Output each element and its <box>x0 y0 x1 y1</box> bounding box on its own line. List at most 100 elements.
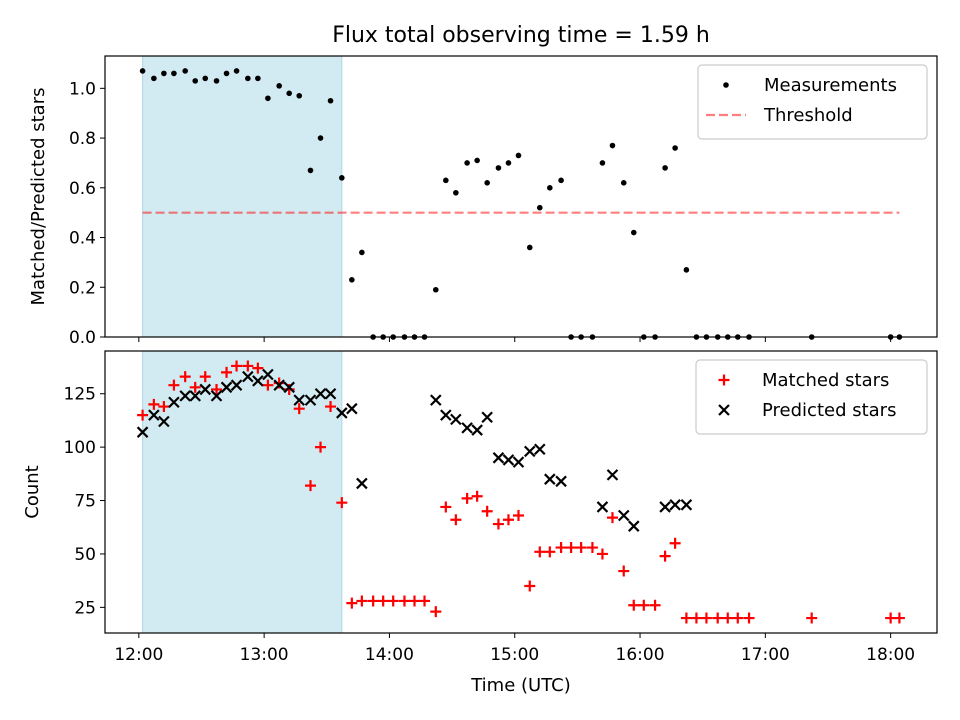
top-panel: 0.0 0.2 0.4 0.6 0.8 1.0 Matched/Predicted star… <box>28 55 938 348</box>
data-point <box>339 175 345 181</box>
data-point <box>179 371 191 383</box>
shaded-span <box>142 55 343 338</box>
data-point <box>139 68 146 74</box>
y-tick-label: 0.4 <box>69 229 96 249</box>
data-point <box>221 366 233 378</box>
data-point <box>286 90 292 97</box>
y-tick-label: 50 <box>74 545 96 565</box>
data-point <box>672 145 678 151</box>
data-point <box>732 612 744 624</box>
data-point <box>669 499 681 511</box>
data-point <box>461 422 473 434</box>
data-point <box>526 244 533 251</box>
data-point <box>199 371 211 383</box>
data-point <box>443 177 449 184</box>
data-point <box>893 612 905 624</box>
x-tick-label: 15:00 <box>490 645 539 665</box>
data-point <box>148 409 160 421</box>
data-point <box>680 612 692 624</box>
data-point <box>690 612 702 624</box>
y-tick-label: 25 <box>74 598 96 618</box>
data-point <box>536 204 543 211</box>
data-point <box>534 443 546 456</box>
data-point <box>408 595 420 607</box>
data-point <box>336 497 348 509</box>
legend-label: Predicted stars <box>762 400 896 421</box>
data-point <box>158 415 170 428</box>
data-point <box>189 381 201 393</box>
data-point <box>293 394 305 406</box>
series-predicted-stars <box>136 368 693 532</box>
data-point <box>599 160 606 166</box>
data-point <box>213 78 220 84</box>
data-point <box>512 456 525 468</box>
data-point <box>430 606 442 618</box>
legend-label: Measurements <box>764 75 897 96</box>
data-point <box>565 542 577 554</box>
data-point <box>346 402 358 415</box>
legend: Matched stars Predicted stars <box>695 359 928 435</box>
x-tick-label: 18:00 <box>866 645 915 665</box>
data-point <box>262 368 274 381</box>
data-point <box>662 165 668 171</box>
data-point <box>659 501 671 513</box>
x-tick-label: 17:00 <box>741 645 790 665</box>
data-point <box>618 565 630 577</box>
data-point <box>168 396 180 409</box>
data-point <box>189 390 201 402</box>
data-point <box>683 267 690 273</box>
y-axis-label: Matched/Predicted stars <box>28 88 49 306</box>
bottom-panel: 25 50 75 100 125 12:00 13:00 14:00 15:00 16:00 17:… <box>22 350 938 696</box>
chart-title: Flux total observing time = 1.59 h <box>332 23 710 48</box>
data-point <box>471 490 483 502</box>
legend-box <box>695 359 928 435</box>
data-point <box>481 411 493 424</box>
data-point <box>464 160 470 166</box>
data-point <box>555 542 567 554</box>
y-tick-label: 75 <box>74 492 96 512</box>
data-point <box>324 387 337 400</box>
data-point <box>136 426 149 438</box>
data-point <box>596 548 608 560</box>
data-point <box>325 401 337 413</box>
data-point <box>432 286 439 293</box>
data-point <box>609 142 616 149</box>
data-point <box>349 277 355 283</box>
y-tick-label: 1.0 <box>69 79 96 99</box>
data-point <box>293 403 305 415</box>
y-tick-label: 125 <box>64 385 96 405</box>
data-point <box>315 441 327 453</box>
data-point <box>307 167 314 174</box>
data-point <box>255 75 261 82</box>
data-point <box>606 469 619 481</box>
shaded-span <box>142 350 343 634</box>
data-point <box>630 229 637 236</box>
data-point <box>317 135 324 141</box>
series-measurements <box>139 68 903 340</box>
data-point <box>617 509 630 522</box>
data-point <box>419 595 431 607</box>
data-point <box>230 379 243 391</box>
y-axis-label: Count <box>22 465 43 518</box>
data-point <box>558 177 564 184</box>
data-point <box>171 70 177 77</box>
data-point <box>649 599 661 611</box>
data-point <box>596 501 609 513</box>
legend-marker <box>723 82 729 88</box>
y-tick-label: 0.0 <box>69 328 96 348</box>
data-point <box>242 370 254 383</box>
data-point <box>512 510 524 521</box>
data-point <box>387 595 399 607</box>
data-point <box>252 362 264 374</box>
data-point <box>137 409 149 421</box>
data-point <box>453 189 459 196</box>
data-point <box>168 379 180 391</box>
data-point <box>638 599 650 611</box>
data-point <box>523 445 536 458</box>
data-point <box>367 595 379 607</box>
data-point <box>220 381 233 394</box>
data-point <box>192 78 199 84</box>
data-point <box>359 249 365 256</box>
data-point <box>461 492 473 504</box>
